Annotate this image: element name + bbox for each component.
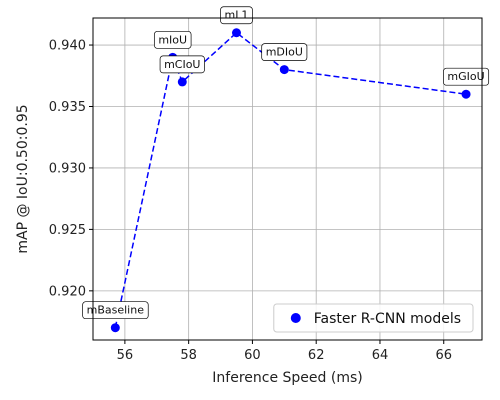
x-tick-label: 60 [244,348,261,363]
point-label-box [153,30,192,49]
plot-frame [92,17,483,341]
series-line [114,31,467,328]
y-tick-label: 0.935 [49,100,86,115]
y-tick-label: 0.940 [49,39,86,54]
point-labels: mBaseline mIoU mCIoU mL1 mDIoU mGIoU [82,6,490,320]
point-label-group: mDIoU [261,43,308,61]
point-label: mCIoU [164,58,200,71]
data-point [279,65,289,75]
x-tick-label: 58 [180,348,197,363]
axis-ticks: 56 58 60 62 64 66 0.920 0.925 0.930 0.935 0.940 [49,39,452,363]
data-point [231,28,241,38]
point-label: mBaseline [87,304,145,317]
point-label-group: mGIoU [443,67,490,86]
point-label: mGIoU [447,70,484,83]
point-label-box [159,55,205,74]
y-tick-label: 0.920 [49,284,86,299]
data-point [177,77,187,87]
point-label: mIoU [158,33,187,46]
legend: Faster R-CNN models [273,303,474,333]
x-tick-label: 62 [308,348,325,363]
series-points [110,28,471,333]
legend-box [273,303,474,333]
grid [93,18,482,340]
point-label-box [443,67,490,86]
point-label-group: mIoU [153,30,192,49]
y-tick-label: 0.930 [49,161,86,176]
legend-label: Faster R-CNN models [314,311,461,327]
x-tick-label: 56 [117,348,134,363]
x-axis-label: Inference Speed (ms) [212,370,362,386]
point-label: mDIoU [266,46,303,59]
data-point [110,323,120,333]
data-point [461,89,471,99]
point-label: mL1 [225,9,249,22]
y-tick-label: 0.925 [49,223,86,238]
series-connector [114,31,467,328]
point-label-box [220,6,253,25]
point-label-group: mBaseline [82,301,149,320]
point-label-group: mL1 [220,6,253,25]
x-tick-label: 66 [435,348,452,363]
point-label-box [82,301,149,320]
point-label-group: mCIoU [159,55,205,74]
x-tick-label: 64 [372,348,389,363]
point-label-box [261,43,308,61]
y-axis-label: mAP @ IoU:0.50:0.95 [15,104,31,253]
legend-marker [290,313,301,323]
